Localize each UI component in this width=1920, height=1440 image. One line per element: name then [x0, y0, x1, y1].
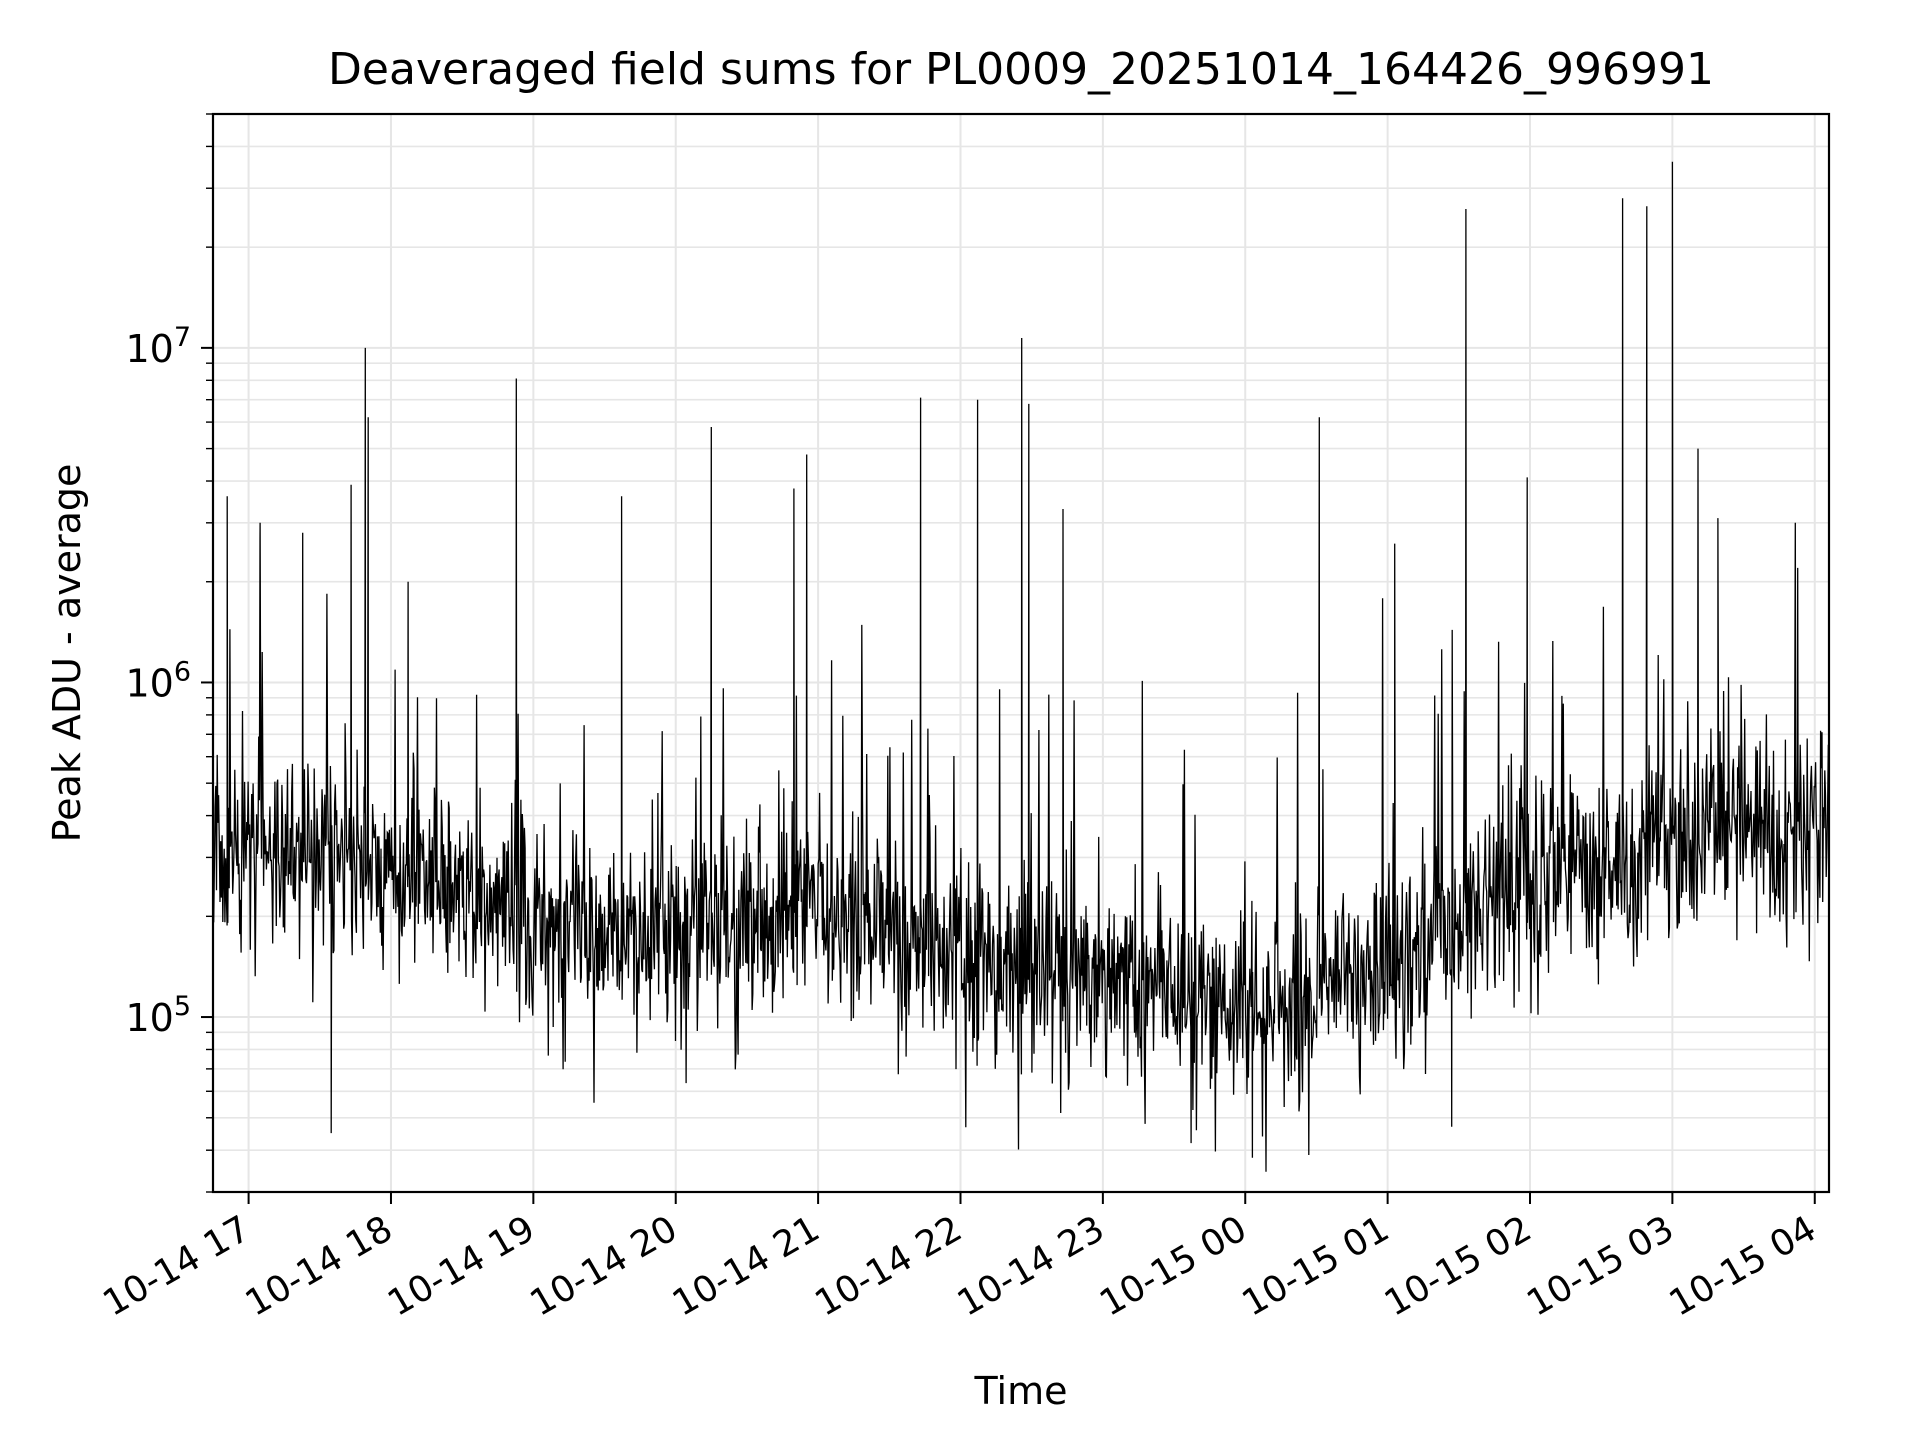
y-tick-label: 107 — [125, 322, 191, 371]
series-group — [212, 161, 1830, 1172]
y-axis-label: Peak ADU - average — [45, 464, 89, 843]
chart-title: Deaveraged field sums for PL0009_2025101… — [328, 44, 1714, 95]
y-tick-label: 106 — [125, 656, 191, 705]
series-line — [212, 161, 1830, 1172]
y-tick-label: 105 — [125, 991, 191, 1040]
plot-frame — [211, 112, 1831, 1194]
x-axis-label: Time — [974, 1369, 1068, 1413]
